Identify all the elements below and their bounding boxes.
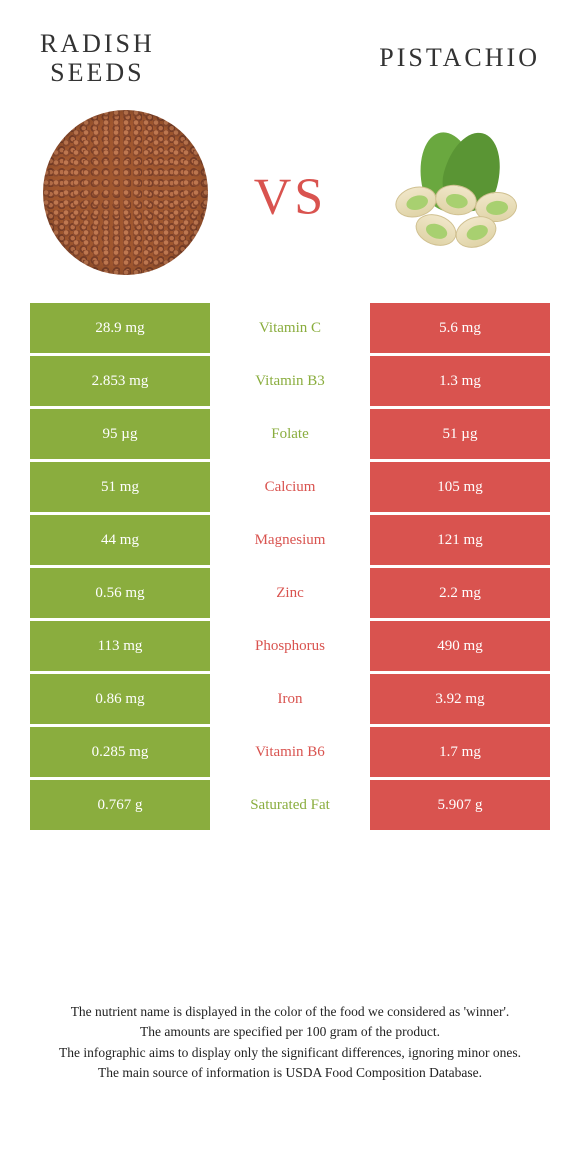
value-b: 1.7 mg xyxy=(370,727,550,777)
nutrient-name: Calcium xyxy=(210,462,370,512)
food-b-title: Pistachio xyxy=(379,44,540,73)
value-b: 5.6 mg xyxy=(370,303,550,353)
nutrient-name: Phosphorus xyxy=(210,621,370,671)
nutrient-table: 28.9 mgVitamin C5.6 mg2.853 mgVitamin B3… xyxy=(0,303,580,830)
table-row: 0.56 mgZinc2.2 mg xyxy=(30,568,550,618)
value-a: 2.853 mg xyxy=(30,356,210,406)
value-a: 0.86 mg xyxy=(30,674,210,724)
food-b-image xyxy=(370,107,540,277)
nutrient-name: Zinc xyxy=(210,568,370,618)
value-b: 5.907 g xyxy=(370,780,550,830)
nutrient-name: Iron xyxy=(210,674,370,724)
value-b: 121 mg xyxy=(370,515,550,565)
value-a: 28.9 mg xyxy=(30,303,210,353)
value-a: 0.285 mg xyxy=(30,727,210,777)
nutrient-name: Saturated Fat xyxy=(210,780,370,830)
value-b: 51 µg xyxy=(370,409,550,459)
table-row: 0.285 mgVitamin B61.7 mg xyxy=(30,727,550,777)
table-row: 0.767 gSaturated Fat5.907 g xyxy=(30,780,550,830)
footer-line-2: The amounts are specified per 100 gram o… xyxy=(40,1022,540,1042)
images-row: VS xyxy=(0,97,580,297)
footer-notes: The nutrient name is displayed in the co… xyxy=(0,1002,580,1084)
value-a: 113 mg xyxy=(30,621,210,671)
header: Radish Seeds Pistachio xyxy=(0,0,580,97)
nutrient-name: Magnesium xyxy=(210,515,370,565)
radish-seeds-illustration xyxy=(43,110,208,275)
value-b: 1.3 mg xyxy=(370,356,550,406)
table-row: 44 mgMagnesium121 mg xyxy=(30,515,550,565)
value-b: 105 mg xyxy=(370,462,550,512)
table-row: 95 µgFolate51 µg xyxy=(30,409,550,459)
footer-line-4: The main source of information is USDA F… xyxy=(40,1063,540,1083)
value-b: 2.2 mg xyxy=(370,568,550,618)
nutrient-name: Vitamin B6 xyxy=(210,727,370,777)
value-b: 3.92 mg xyxy=(370,674,550,724)
pistachio-illustration xyxy=(385,137,525,247)
value-a: 95 µg xyxy=(30,409,210,459)
vs-label: VS xyxy=(254,168,326,227)
food-a-image xyxy=(40,107,210,277)
table-row: 0.86 mgIron3.92 mg xyxy=(30,674,550,724)
table-row: 2.853 mgVitamin B31.3 mg xyxy=(30,356,550,406)
value-a: 0.767 g xyxy=(30,780,210,830)
table-row: 113 mgPhosphorus490 mg xyxy=(30,621,550,671)
value-a: 44 mg xyxy=(30,515,210,565)
food-b-title-line1: Pistachio xyxy=(379,44,540,73)
table-row: 28.9 mgVitamin C5.6 mg xyxy=(30,303,550,353)
nutrient-name: Vitamin B3 xyxy=(210,356,370,406)
value-b: 490 mg xyxy=(370,621,550,671)
footer-line-1: The nutrient name is displayed in the co… xyxy=(40,1002,540,1022)
food-a-title-line1: Radish xyxy=(40,30,155,59)
value-a: 0.56 mg xyxy=(30,568,210,618)
footer-line-3: The infographic aims to display only the… xyxy=(40,1043,540,1063)
food-a-title: Radish Seeds xyxy=(40,30,155,87)
nutrient-name: Folate xyxy=(210,409,370,459)
table-row: 51 mgCalcium105 mg xyxy=(30,462,550,512)
nutrient-name: Vitamin C xyxy=(210,303,370,353)
food-a-title-line2: Seeds xyxy=(40,59,155,88)
value-a: 51 mg xyxy=(30,462,210,512)
